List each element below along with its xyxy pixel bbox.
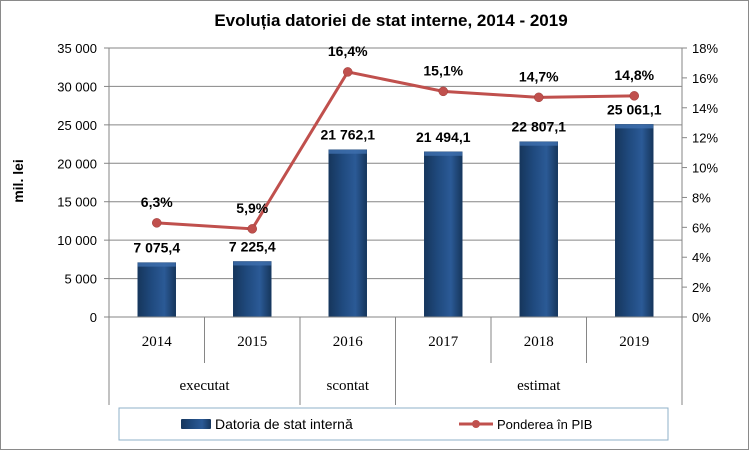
grid-layer (109, 47, 682, 280)
labels-layer: 0 5 000 10 000 15 000 20 000 25 000 30 000 35 0… (57, 41, 718, 394)
bar (328, 149, 367, 318)
x-tick-label: 2018 (524, 334, 554, 350)
line-layer (152, 67, 639, 234)
line-point (438, 86, 448, 97)
legend: Datoria de stat internă Ponderea în PIB (118, 407, 669, 441)
y-tick-label: 30 000 (57, 79, 97, 94)
group-label: executat (180, 378, 231, 394)
y2-tick-label: 2% (692, 280, 711, 295)
y2-tick-label: 18% (692, 41, 718, 56)
line-data-label: 5,9% (236, 200, 268, 216)
x-tick-label: 2014 (142, 334, 173, 350)
line-point (152, 218, 162, 228)
x-tick-label: 2015 (237, 334, 267, 350)
axes-layer (104, 47, 687, 405)
y-tick-label: 5 000 (64, 272, 97, 287)
bar-data-label: 25 061,1 (607, 101, 662, 117)
line-series-path (156, 70, 635, 231)
line-point (629, 91, 639, 101)
line-point (534, 92, 544, 103)
line-point (247, 224, 257, 234)
line-data-label: 14,8% (614, 67, 654, 83)
bar-top-highlight (615, 124, 654, 129)
bar-data-label: 21 762,1 (321, 127, 376, 143)
y2-tick-label: 16% (692, 71, 718, 86)
y2-tick-label: 6% (692, 220, 711, 235)
bar-data-label: 22 807,1 (512, 119, 567, 135)
bars-layer (137, 124, 654, 318)
y2-tick-label: 12% (692, 131, 718, 146)
y-tick-label: 25 000 (57, 118, 97, 133)
bar-top-highlight (137, 262, 176, 267)
y-tick-label: 10 000 (57, 233, 97, 248)
legend-line-marker (472, 420, 480, 428)
bar-top-highlight (424, 151, 463, 156)
y2-tick-label: 0% (692, 310, 711, 325)
bar (424, 151, 463, 318)
bar-data-label: 7 075,4 (133, 240, 180, 256)
bar-data-label: 7 225,4 (229, 238, 276, 254)
y-tick-label: 0 (90, 310, 97, 325)
group-label: scontat (327, 378, 370, 394)
bar-data-label: 21 494,1 (416, 129, 471, 145)
bar-top-highlight (233, 261, 272, 266)
bar (233, 261, 272, 318)
x-tick-label: 2017 (428, 334, 459, 350)
bar-top-highlight (519, 141, 558, 146)
line-data-label: 14,7% (519, 68, 559, 84)
y2-tick-label: 4% (692, 250, 711, 265)
bar (519, 141, 558, 318)
y-tick-label: 35 000 (57, 41, 97, 56)
line-data-label: 15,1% (423, 62, 463, 78)
bar (137, 262, 176, 318)
x-tick-label: 2019 (619, 334, 649, 350)
y-tick-label: 15 000 (57, 195, 97, 210)
legend-line-label: Ponderea în PIB (497, 417, 592, 432)
line-data-label: 6,3% (141, 194, 173, 210)
bar (615, 124, 654, 318)
legend-bar-swatch (181, 419, 211, 429)
chart-title: Evoluția datoriei de stat interne, 2014 … (214, 11, 567, 30)
y-axis-label: mil. lei (10, 159, 26, 203)
y2-tick-label: 14% (692, 101, 718, 116)
y2-tick-label: 8% (692, 190, 711, 205)
legend-bar-label: Datoria de stat internă (215, 416, 353, 432)
y2-tick-label: 10% (692, 161, 718, 176)
bar-top-highlight (328, 149, 367, 154)
y-tick-label: 20 000 (57, 156, 97, 171)
line-point (343, 67, 353, 77)
x-tick-label: 2016 (333, 334, 364, 350)
group-label: estimat (517, 378, 561, 394)
line-data-label: 16,4% (328, 43, 368, 59)
